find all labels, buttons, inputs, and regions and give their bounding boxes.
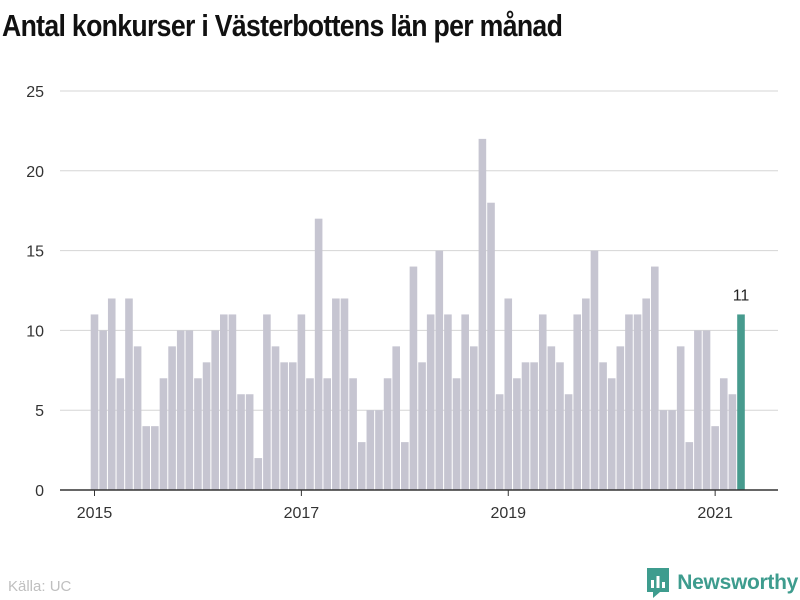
y-tick-label: 15 [26,244,44,261]
y-tick-label: 25 [26,84,44,101]
bar [314,218,323,490]
bar [711,426,719,490]
bar [263,314,271,490]
brand-name: Newsworthy [677,571,798,594]
bar [297,314,306,490]
bar [668,410,676,490]
bar [607,378,616,490]
bar [556,362,564,490]
bar [237,394,245,490]
bar [495,394,504,490]
bar [452,378,461,490]
bar [685,442,694,490]
y-tick-label: 5 [35,403,44,420]
bar [435,250,444,490]
bar [375,410,383,490]
y-tick-label: 0 [35,483,44,500]
bar [125,298,133,490]
bar [564,394,573,490]
bar [590,250,599,490]
bar [288,362,297,490]
bar [418,362,426,490]
bar [332,298,340,490]
source-note: Källa: UC [8,578,72,595]
bar [504,298,513,490]
bar [513,378,521,490]
y-tick-label: 10 [26,323,44,340]
x-tick-label: 2017 [284,505,320,522]
bar [211,330,219,490]
bar [220,314,228,490]
newsworthy-logo-icon [647,568,670,598]
bar [202,362,211,490]
bar [366,410,375,490]
x-axis: 2015 2017 2019 2021 [60,489,778,522]
bar [461,314,469,490]
bar [254,458,263,490]
bar [159,378,168,490]
bar [625,314,633,490]
bar [340,298,349,490]
bar [185,330,194,490]
x-tick-label: 2015 [77,505,113,522]
bar [306,378,314,490]
brand-logo: Newsworthy [645,566,798,600]
bar [616,346,625,490]
bar [633,314,642,490]
bar [573,314,582,490]
bar [107,298,116,490]
bar [323,378,332,490]
bar [142,426,151,490]
bar [599,362,607,490]
bar [719,378,728,490]
bar [409,266,418,490]
bar [151,426,159,490]
bar [90,314,99,490]
bar [521,362,530,490]
bar [547,346,556,490]
bar [676,346,685,490]
bar [383,378,392,490]
bar [271,346,280,490]
y-axis-tick-labels: 0 5 10 15 20 25 [26,84,44,500]
highlight-data-label: 11 [733,287,750,304]
bar [176,330,185,490]
bar [357,442,366,490]
bar [426,314,435,490]
bar [478,138,487,490]
bar-highlight [737,314,745,490]
bar [530,362,538,490]
bar [694,330,702,490]
x-tick-label: 2019 [490,505,526,522]
bar [99,330,107,490]
bar [392,346,400,490]
bar [642,298,650,490]
chart-title: Antal konkurser i Västerbottens län per … [2,8,563,43]
bar [487,202,495,490]
bar [659,410,668,490]
bar [228,314,237,490]
bar [401,442,409,490]
bar [469,346,478,490]
x-tick-label: 2021 [697,505,733,522]
y-tick-label: 20 [26,164,44,181]
bars [90,138,745,490]
bar [582,298,590,490]
bar [133,346,142,490]
bar [168,346,176,490]
bar [280,362,288,490]
bar [349,378,357,490]
bar [651,266,659,490]
bar [116,378,125,490]
bar [538,314,547,490]
bar [444,314,452,490]
bar [702,330,711,490]
bar-chart: 0 5 10 15 20 25 2015 2017 2019 2021 11 [26,84,778,522]
data-labels: 11 [733,287,750,304]
bar [194,378,202,490]
bar [245,394,254,490]
bar [728,394,737,490]
